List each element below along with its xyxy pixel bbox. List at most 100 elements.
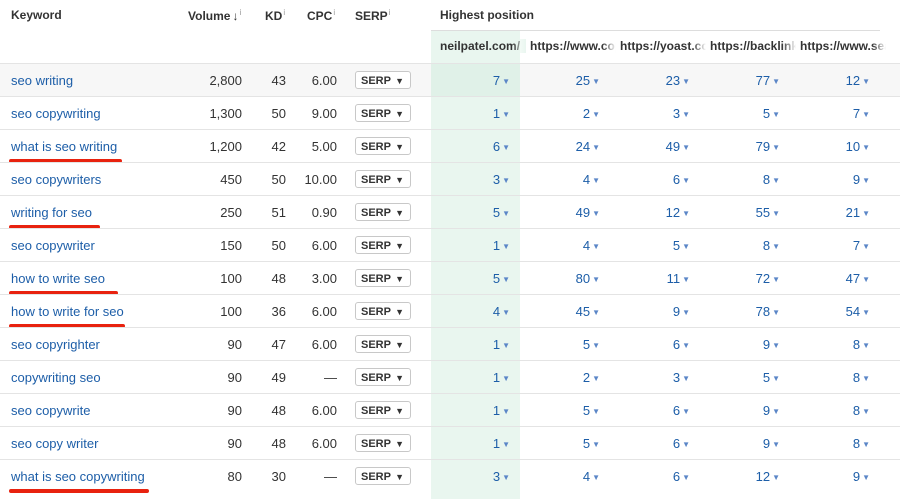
position-value[interactable]: 77 ▼ [710,64,780,97]
keyword-link[interactable]: what is seo writing [11,139,118,154]
position-value[interactable]: 6 ▼ [620,328,690,361]
position-value[interactable]: 55 ▼ [710,196,780,229]
position-value[interactable]: 9 ▼ [710,328,780,361]
position-value[interactable]: 12 ▼ [620,196,690,229]
keyword-link[interactable]: seo copywriting [11,106,101,121]
serp-button[interactable]: SERP ▼ [355,368,411,386]
keyword-link[interactable]: copywriting seo [11,370,101,385]
position-value[interactable]: 9 ▼ [710,394,780,427]
keyword-link[interactable]: how to write for seo [11,304,124,319]
keyword-link[interactable]: seo copywrite [11,403,91,418]
serp-button[interactable]: SERP ▼ [355,434,411,452]
keyword-link[interactable]: seo copy writer [11,436,99,451]
header-cpc[interactable]: CPCi [307,8,336,23]
position-value[interactable]: 12 ▼ [710,460,780,493]
position-value[interactable]: 54 ▼ [800,295,870,328]
position-value[interactable]: 3 ▼ [440,460,510,493]
position-value[interactable]: 72 ▼ [710,262,780,295]
position-value[interactable]: 78 ▼ [710,295,780,328]
position-value[interactable]: 9 ▼ [800,460,870,493]
position-value[interactable]: 8 ▼ [710,229,780,262]
position-value[interactable]: 8 ▼ [710,163,780,196]
position-value[interactable]: 4 ▼ [530,163,600,196]
position-value[interactable]: 1 ▼ [440,97,510,130]
position-value[interactable]: 5 ▼ [440,196,510,229]
position-value[interactable]: 1 ▼ [440,229,510,262]
position-value[interactable]: 8 ▼ [800,427,870,460]
position-value[interactable]: 8 ▼ [800,394,870,427]
position-value[interactable]: 1 ▼ [440,361,510,394]
site-header[interactable]: https://www.copyblogger.com [530,39,616,53]
header-keyword[interactable]: Keyword [11,8,62,22]
position-value[interactable]: 5 ▼ [710,361,780,394]
position-value[interactable]: 5 ▼ [440,262,510,295]
position-value[interactable]: 80 ▼ [530,262,600,295]
serp-button[interactable]: SERP ▼ [355,269,411,287]
position-value[interactable]: 21 ▼ [800,196,870,229]
keyword-link[interactable]: seo writing [11,73,74,88]
position-value[interactable]: 12 ▼ [800,64,870,97]
position-value[interactable]: 49 ▼ [530,196,600,229]
position-value[interactable]: 2 ▼ [530,361,600,394]
keyword-link[interactable]: what is seo copywriting [11,469,145,484]
site-header[interactable]: https://backlinko.com [710,39,796,53]
position-value[interactable]: 6 ▼ [620,163,690,196]
header-volume[interactable]: Volume ↓i [188,8,242,23]
position-value[interactable]: 2 ▼ [530,97,600,130]
position-value[interactable]: 9 ▼ [710,427,780,460]
serp-button[interactable]: SERP ▼ [355,236,411,254]
serp-button[interactable]: SERP ▼ [355,137,411,155]
position-value[interactable]: 4 ▼ [530,229,600,262]
position-value[interactable]: 8 ▼ [800,328,870,361]
position-value[interactable]: 49 ▼ [620,130,690,163]
position-value[interactable]: 7 ▼ [800,229,870,262]
position-value[interactable]: 5 ▼ [710,97,780,130]
keyword-link[interactable]: writing for seo [11,205,92,220]
position-value[interactable]: 5 ▼ [530,328,600,361]
serp-button[interactable]: SERP ▼ [355,104,411,122]
serp-button[interactable]: SERP ▼ [355,302,411,320]
position-value[interactable]: 47 ▼ [800,262,870,295]
position-value[interactable]: 6 ▼ [620,460,690,493]
info-icon[interactable]: i [388,8,391,17]
header-kd[interactable]: KDi [265,8,286,23]
position-value[interactable]: 25 ▼ [530,64,600,97]
position-value[interactable]: 5 ▼ [620,229,690,262]
position-value[interactable]: 6 ▼ [440,130,510,163]
position-value[interactable]: 7 ▼ [440,64,510,97]
serp-button[interactable]: SERP ▼ [355,401,411,419]
keyword-link[interactable]: seo copywriter [11,238,95,253]
position-value[interactable]: 79 ▼ [710,130,780,163]
position-value[interactable]: 10 ▼ [800,130,870,163]
info-icon[interactable]: i [283,8,286,17]
position-value[interactable]: 9 ▼ [620,295,690,328]
keyword-link[interactable]: seo copywriters [11,172,102,187]
position-value[interactable]: 6 ▼ [620,394,690,427]
site-header[interactable]: neilpatel.com/ [440,39,526,53]
position-value[interactable]: 9 ▼ [800,163,870,196]
keyword-link[interactable]: seo copyrighter [11,337,100,352]
position-value[interactable]: 4 ▼ [530,460,600,493]
position-value[interactable]: 23 ▼ [620,64,690,97]
position-value[interactable]: 1 ▼ [440,328,510,361]
serp-button[interactable]: SERP ▼ [355,467,411,485]
position-value[interactable]: 3 ▼ [620,361,690,394]
position-value[interactable]: 45 ▼ [530,295,600,328]
position-value[interactable]: 1 ▼ [440,427,510,460]
position-value[interactable]: 11 ▼ [620,262,690,295]
info-icon[interactable]: i [333,8,336,17]
site-header[interactable]: https://yoast.com [620,39,706,53]
position-value[interactable]: 4 ▼ [440,295,510,328]
position-value[interactable]: 1 ▼ [440,394,510,427]
position-value[interactable]: 8 ▼ [800,361,870,394]
site-header[interactable]: https://www.searchenginejournal.com [800,39,886,53]
position-value[interactable]: 5 ▼ [530,394,600,427]
position-value[interactable]: 7 ▼ [800,97,870,130]
serp-button[interactable]: SERP ▼ [355,71,411,89]
position-value[interactable]: 5 ▼ [530,427,600,460]
serp-button[interactable]: SERP ▼ [355,170,411,188]
serp-button[interactable]: SERP ▼ [355,335,411,353]
info-icon[interactable]: i [239,8,242,17]
position-value[interactable]: 3 ▼ [440,163,510,196]
position-value[interactable]: 3 ▼ [620,97,690,130]
